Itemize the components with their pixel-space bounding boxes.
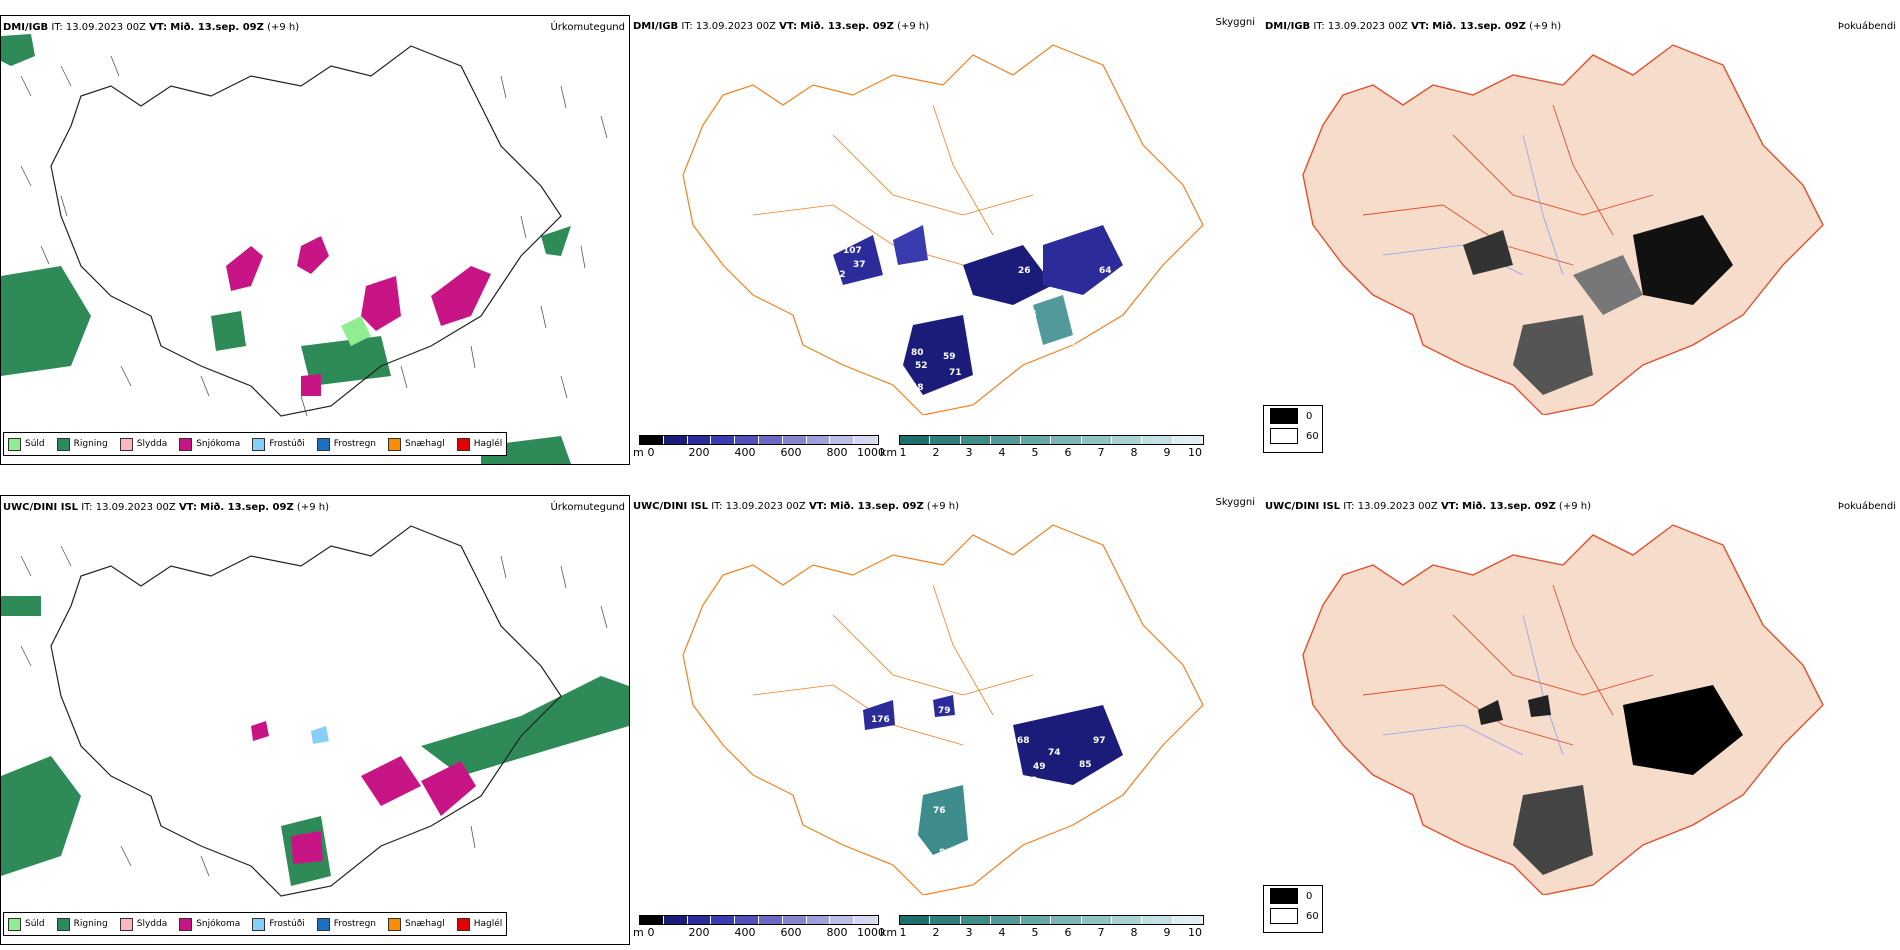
vis-label: 176: [871, 715, 890, 725]
legend-item-sudl: Súld: [8, 437, 45, 451]
panel-header: UWC/DINI ISL IT: 13.09.2023 00Z VT: Mið.…: [3, 502, 329, 513]
panel-header: DMI/IGB IT: 13.09.2023 00Z VT: Mið. 13.s…: [633, 21, 930, 32]
panel-header: DMI/IGB IT: 13.09.2023 00Z VT: Mið. 13.s…: [3, 22, 299, 33]
legend-item-snaehagl: Snæhagl: [388, 437, 445, 451]
vis-label: 26: [1018, 266, 1031, 276]
visibility-m-colorbar: 0 200 400 600 800 1000: [639, 915, 885, 939]
vis-label: 72: [939, 388, 952, 398]
panel-header: UWC/DINI ISL IT: 13.09.2023 00Z VT: Mið.…: [1265, 501, 1591, 512]
legend-item-slydda: Slydda: [119, 437, 167, 451]
panel-title: Þokuábendi: [1837, 501, 1896, 512]
legend-item-rigning: Rigning: [56, 437, 108, 451]
vis-label: 68: [1017, 736, 1030, 746]
vis-label: 80: [939, 848, 952, 858]
panel-header: UWC/DINI ISL IT: 13.09.2023 00Z VT: Mið.…: [633, 501, 959, 512]
panel-title: Skyggni: [1215, 17, 1255, 28]
legend-item-frostudi: Frostúði: [252, 437, 305, 451]
vis-label: 30: [989, 346, 1002, 356]
vis-label: 48: [911, 383, 924, 393]
precip-legend: Súld Rigning Slydda Snjókoma Frostúði Fr…: [3, 432, 508, 456]
vis-label: 85: [1079, 760, 1092, 770]
vis-label: 76: [933, 806, 946, 816]
vis-label: 52: [915, 361, 928, 371]
fog-legend: 0 60: [1263, 405, 1323, 453]
panel-title: Þokuábendi: [1837, 21, 1896, 32]
m-unit: m: [633, 926, 644, 939]
vis-label: 79: [938, 706, 951, 716]
vis-label: 82: [953, 240, 966, 250]
vis-label: 120: [1005, 324, 1024, 334]
fog-panel-2: UWC/DINI ISL IT: 13.09.2023 00Z VT: Mið.…: [1263, 495, 1900, 945]
vt-label: VT:: [149, 22, 168, 33]
visibility-m-colorbar: 0 200 400 600 800 1000: [639, 435, 885, 459]
visibility-km-colorbar: 1 2 3 4 5 6 7 8 9 10: [899, 915, 1204, 939]
precip-map: [1, 525, 629, 897]
panel-title: Skyggni: [1215, 497, 1255, 508]
visibility-km-colorbar: 1 2 3 4 5 6 7 8 9 10: [899, 435, 1204, 459]
vis-label: 107: [843, 246, 862, 256]
fog-map: [1302, 524, 1824, 895]
it-value: 13.09.2023 00Z: [65, 22, 146, 33]
visibility-map: 107 37 42 15 82 26 64 105 70 120 80 59 5…: [682, 44, 1204, 415]
vis-label: 64: [1099, 266, 1112, 276]
lead-time: (+9 h): [267, 22, 300, 33]
precip-legend: Súld Rigning Slydda Snjókoma Frostúði Fr…: [3, 912, 508, 936]
fog-panel-1: DMI/IGB IT: 13.09.2023 00Z VT: Mið. 13.s…: [1263, 15, 1900, 465]
fog-map: [1302, 44, 1824, 415]
precip-type-panel-1: DMI/IGB IT: 13.09.2023 00Z VT: Mið. 13.s…: [0, 15, 630, 465]
vis-label: 82: [1025, 776, 1038, 786]
model-name: DMI/IGB: [3, 22, 49, 33]
vis-label: 77: [913, 843, 926, 853]
legend-item-frostregn: Frostregn: [316, 437, 376, 451]
panel-title: Úrkomutegund: [550, 502, 625, 513]
legend-item-haglel: Haglél: [456, 437, 502, 451]
km-unit: km: [880, 446, 898, 459]
vis-label: 15: [901, 266, 914, 276]
vis-label: 42: [833, 270, 846, 280]
vis-label: 97: [1093, 736, 1106, 746]
vt-value: Mið. 13.sep. 09Z: [170, 22, 264, 33]
vis-label: 49: [1033, 762, 1046, 772]
vis-label: 105: [1018, 310, 1037, 320]
visibility-panel-1: DMI/IGB IT: 13.09.2023 00Z VT: Mið. 13.s…: [633, 15, 1263, 465]
vis-label: 37: [853, 260, 866, 270]
legend-item-snjokoma: Snjókoma: [179, 437, 240, 451]
it-label: IT:: [51, 22, 63, 33]
precip-map: [1, 34, 608, 464]
vis-label: 74: [1048, 748, 1061, 758]
fog-legend: 0 60: [1263, 885, 1323, 933]
vis-label: 71: [949, 368, 962, 378]
vis-label: 80: [911, 348, 924, 358]
visibility-map: 176 79 68 74 97 49 85 82 76 77 80: [682, 524, 1204, 895]
wind-barbs: [20, 55, 608, 417]
vis-label: 59: [943, 352, 956, 362]
km-unit: km: [880, 926, 898, 939]
precip-type-panel-2: UWC/DINI ISL IT: 13.09.2023 00Z VT: Mið.…: [0, 495, 630, 945]
m-unit: m: [633, 446, 644, 459]
vis-label: 70: [1075, 312, 1088, 322]
vis-label: 60: [1063, 338, 1076, 348]
panel-header: DMI/IGB IT: 13.09.2023 00Z VT: Mið. 13.s…: [1265, 21, 1562, 32]
panel-title: Úrkomutegund: [550, 22, 625, 33]
visibility-panel-2: UWC/DINI ISL IT: 13.09.2023 00Z VT: Mið.…: [633, 495, 1263, 945]
